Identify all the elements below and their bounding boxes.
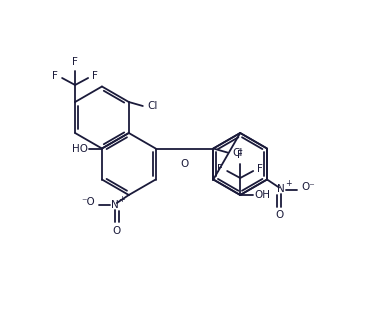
Text: O: O — [113, 226, 121, 236]
Text: N: N — [277, 184, 285, 195]
Text: Cl: Cl — [232, 148, 243, 158]
Text: OH: OH — [254, 190, 270, 200]
Text: F: F — [257, 164, 263, 174]
Text: F: F — [237, 150, 243, 160]
Text: O⁻: O⁻ — [301, 181, 315, 192]
Text: F: F — [217, 164, 223, 174]
Text: ⁻O: ⁻O — [81, 197, 95, 207]
Text: F: F — [52, 71, 58, 81]
Text: +: + — [285, 179, 292, 188]
Text: F: F — [72, 57, 78, 67]
Text: N: N — [111, 200, 119, 210]
Text: F: F — [92, 71, 98, 81]
Text: O: O — [180, 159, 189, 169]
Text: O: O — [275, 210, 283, 220]
Text: HO: HO — [72, 143, 88, 154]
Text: Cl: Cl — [148, 101, 158, 111]
Text: +: + — [118, 195, 125, 204]
